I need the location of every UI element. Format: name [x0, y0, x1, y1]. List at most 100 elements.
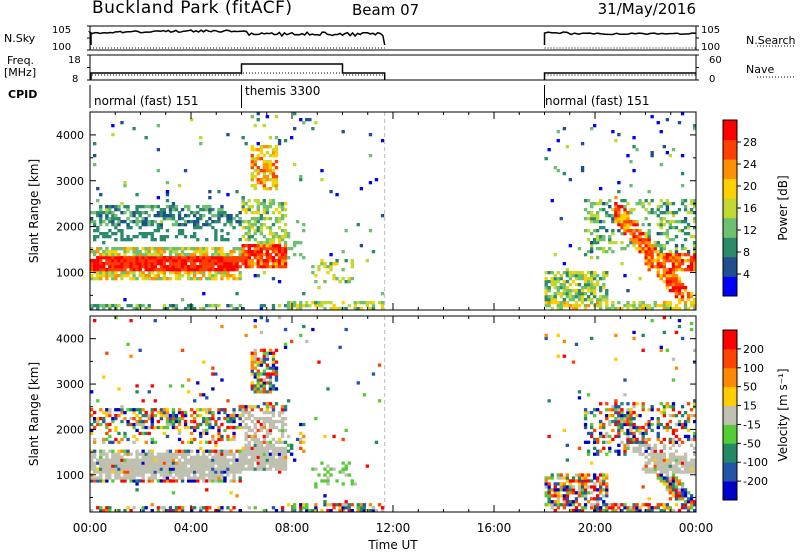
heat-cell: [226, 217, 230, 221]
heat-cell: [559, 292, 563, 296]
heat-cell: [117, 220, 121, 224]
heat-cell: [193, 419, 197, 424]
heat-cell: [135, 208, 139, 212]
heat-cell: [193, 235, 197, 239]
heat-cell: [562, 301, 567, 305]
heat-cell: [153, 265, 157, 269]
heat-cell: [668, 488, 673, 492]
heat-cell: [686, 295, 691, 299]
heat-cell: [341, 250, 345, 254]
heat-cell: [593, 408, 597, 412]
heat-cell: [583, 307, 588, 311]
heat-cell: [226, 473, 230, 477]
heat-cell: [674, 464, 679, 468]
heat-cell: [286, 399, 291, 403]
heat-cell: [150, 384, 154, 388]
heat-cell: [262, 205, 267, 209]
heat-cell: [647, 446, 651, 450]
heat-cell: [241, 244, 245, 248]
heat-cell: [623, 393, 627, 397]
heat-cell: [599, 220, 603, 224]
heat-cell: [229, 262, 233, 266]
heat-cell: [105, 351, 109, 355]
heat-cell: [162, 509, 167, 513]
heat-cell: [641, 205, 645, 209]
heat-cell: [614, 408, 618, 412]
heat-cell: [689, 494, 694, 498]
heat-cell: [659, 461, 663, 465]
heat-cell: [662, 479, 667, 483]
heat-cell: [147, 461, 151, 465]
heat-cell: [338, 506, 342, 510]
heat-cell: [256, 360, 260, 364]
heat-cell: [677, 277, 682, 281]
heat-cell: [596, 283, 600, 287]
heat-cell: [596, 449, 600, 453]
heat-cell: [632, 223, 636, 227]
heat-cell: [256, 118, 260, 122]
heat-cell: [205, 422, 209, 427]
xtick-label: 16:00: [477, 521, 512, 535]
heat-cell: [153, 238, 157, 242]
heat-cell: [262, 348, 267, 352]
heat-cell: [138, 464, 142, 468]
heat-cell: [138, 467, 142, 471]
heat-cell: [617, 428, 621, 433]
heat-cell: [241, 202, 245, 206]
heat-cell: [262, 467, 267, 471]
heat-cell: [659, 256, 663, 260]
heat-cell: [262, 419, 267, 424]
heat-cell: [683, 494, 688, 498]
heat-cell: [247, 253, 251, 257]
heat-cell: [338, 470, 342, 474]
heat-cell: [193, 437, 197, 442]
heat-cell: [135, 414, 139, 418]
heat-cell: [644, 250, 648, 254]
heat-cell: [656, 425, 660, 430]
heat-cell: [174, 473, 179, 477]
heat-cell: [202, 464, 206, 468]
heat-cell: [283, 241, 288, 245]
heat-cell: [205, 238, 209, 242]
heat-cell: [638, 449, 642, 453]
heat-cell: [596, 437, 600, 442]
heat-cell: [265, 208, 270, 212]
heat-cell: [277, 419, 282, 424]
heat-cell: [120, 211, 124, 215]
heat-cell: [153, 274, 157, 278]
velocity-colorbar-swatch: [723, 330, 737, 350]
heat-cell: [650, 405, 654, 409]
heat-cell: [302, 223, 306, 227]
heat-cell: [250, 160, 254, 164]
heat-cell: [274, 509, 279, 513]
heat-cell: [605, 289, 609, 293]
heat-cell: [117, 223, 121, 227]
heat-cell: [265, 319, 270, 323]
heat-cell: [262, 241, 267, 245]
heat-cell: [199, 256, 203, 260]
heat-cell: [250, 405, 254, 409]
heat-cell: [608, 434, 612, 439]
heat-cell: [668, 446, 673, 450]
heat-cell: [138, 461, 142, 465]
heat-cell: [583, 473, 588, 477]
heat-cell: [671, 509, 676, 513]
heat-cell: [680, 112, 685, 116]
heat-cell: [268, 419, 273, 424]
heat-cell: [568, 491, 573, 495]
heat-cell: [668, 437, 673, 442]
heat-cell: [259, 223, 264, 227]
heat-cell: [380, 139, 385, 143]
power-colorbar-tick-label: 28: [743, 136, 757, 149]
heat-cell: [253, 253, 257, 257]
heat-cell: [265, 467, 270, 471]
heat-cell: [96, 187, 100, 191]
heat-cell: [238, 253, 242, 257]
heat-cell: [190, 506, 194, 510]
heat-cell: [277, 142, 282, 146]
heat-cell: [302, 121, 306, 125]
heat-cell: [135, 390, 139, 394]
heat-cell: [277, 244, 282, 248]
heat-cell: [244, 253, 248, 257]
heat-cell: [138, 226, 142, 230]
